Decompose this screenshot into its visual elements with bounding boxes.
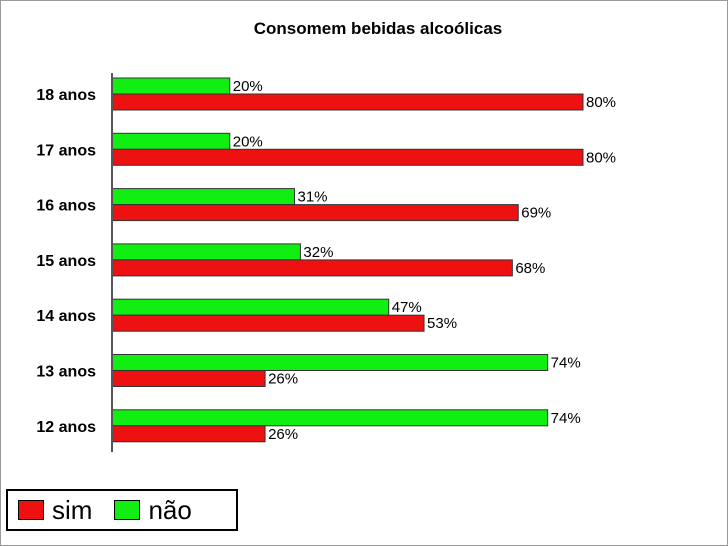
category-label-15-anos: 15 anos	[36, 253, 96, 270]
category-label-17-anos: 17 anos	[36, 142, 96, 159]
category-label-14-anos: 14 anos	[36, 308, 96, 325]
bar-sim-17-anos	[111, 148, 584, 166]
bar-nao-18-anos	[111, 77, 231, 95]
data-label-sim-13-anos: 26%	[268, 371, 298, 388]
bar-sim-18-anos	[111, 93, 584, 111]
category-label-16-anos: 16 anos	[36, 198, 96, 215]
data-label-sim-12-anos: 26%	[268, 426, 298, 443]
data-label-nao-14-anos: 47%	[392, 299, 422, 316]
legend-label-sim: sim	[52, 494, 93, 525]
bar-nao-17-anos	[111, 132, 231, 150]
data-label-sim-17-anos: 80%	[586, 149, 616, 166]
data-label-nao-17-anos: 20%	[233, 133, 263, 150]
legend-swatch-sim	[18, 500, 44, 520]
bar-nao-12-anos	[111, 409, 549, 427]
data-label-sim-15-anos: 68%	[515, 260, 545, 277]
bar-nao-16-anos	[111, 188, 296, 206]
legend-swatch-nao	[114, 500, 141, 520]
category-label-18-anos: 18 anos	[36, 87, 96, 104]
bar-nao-15-anos	[111, 243, 301, 261]
category-label-12-anos: 12 anos	[36, 419, 96, 436]
bar-nao-14-anos	[111, 298, 390, 316]
bar-sim-15-anos	[111, 259, 513, 277]
bar-sim-13-anos	[111, 370, 266, 387]
bar-sim-14-anos	[111, 314, 425, 332]
bar-nao-13-anos	[111, 354, 549, 371]
bar-sim-16-anos	[111, 204, 519, 222]
data-label-nao-13-anos: 74%	[551, 355, 581, 372]
bars-group: 18 anos 20% 80% 17 anos 20% 80% 16 anos 31% 69% 1…	[36, 77, 616, 443]
bar-sim-12-anos	[111, 425, 266, 443]
data-label-nao-18-anos: 20%	[233, 78, 263, 95]
chart-title: Consomem bebidas alcoólicas	[254, 19, 502, 38]
legend-item-nao: não	[114, 494, 192, 526]
data-label-nao-15-anos: 32%	[303, 244, 333, 261]
data-label-sim-18-anos: 80%	[586, 94, 616, 111]
data-label-sim-16-anos: 69%	[521, 205, 551, 222]
data-label-nao-16-anos: 31%	[298, 189, 328, 206]
data-label-sim-14-anos: 53%	[427, 315, 457, 332]
data-label-nao-12-anos: 74%	[551, 410, 581, 427]
legend: sim não	[6, 489, 238, 531]
category-label-13-anos: 13 anos	[36, 364, 96, 381]
legend-item-sim: sim	[18, 495, 92, 526]
legend-label-nao: não	[148, 494, 192, 525]
